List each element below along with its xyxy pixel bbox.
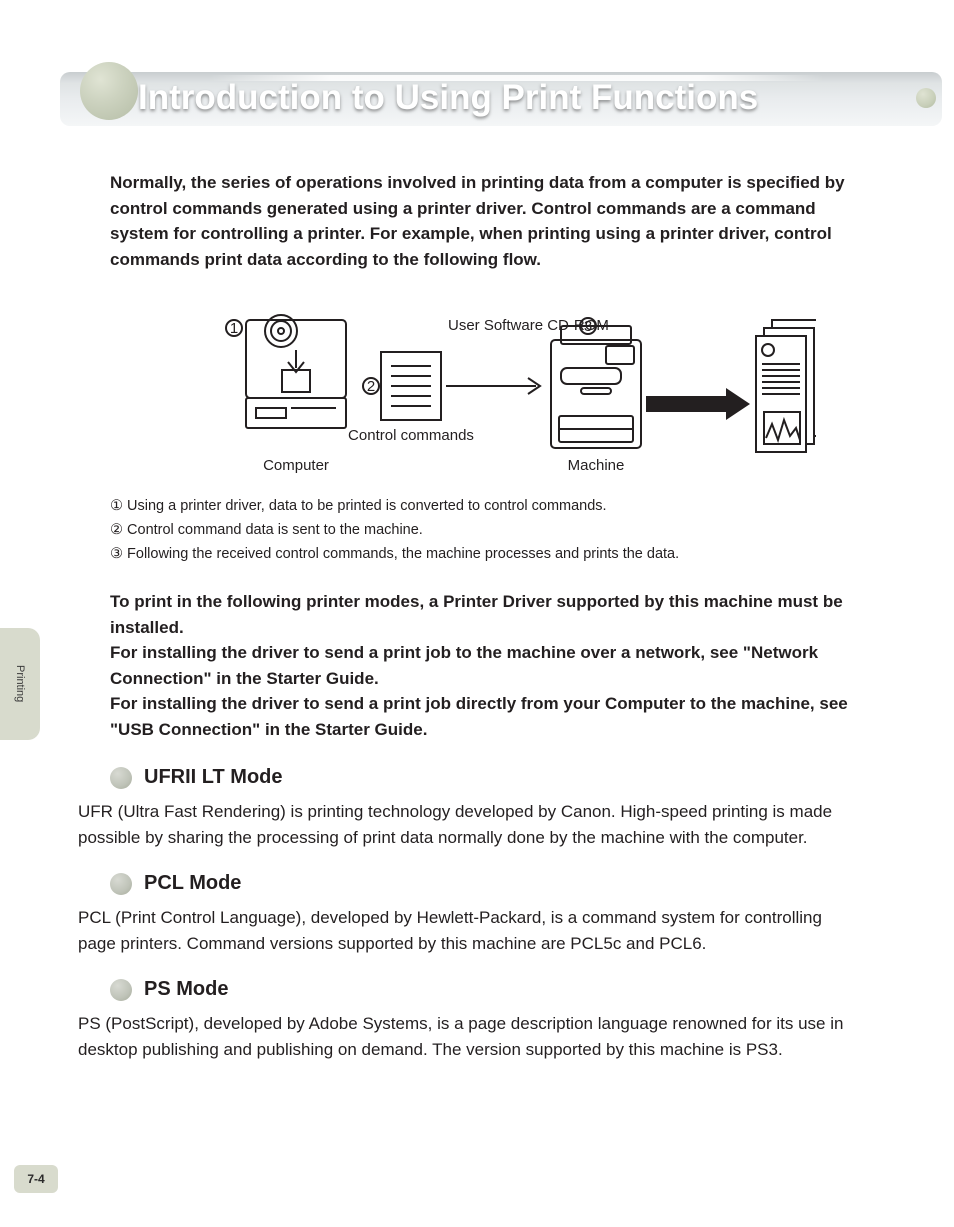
diagram-machine-label: Machine <box>568 457 625 474</box>
diagram-marker-1: 1 <box>230 320 238 337</box>
numbered-text: Control command data is sent to the mach… <box>127 522 423 538</box>
diagram-marker-2: 2 <box>367 378 375 395</box>
install-note-line: To print in the following printer modes,… <box>110 589 862 640</box>
section-heading-pcl: PCL Mode <box>110 872 894 895</box>
section-heading-ps: PS Mode <box>110 978 894 1001</box>
numbered-item: ① Using a printer driver, data to be pri… <box>110 496 862 518</box>
page-number-badge: 7-4 <box>14 1165 58 1193</box>
page-title: Introduction to Using Print Functions <box>138 78 758 118</box>
install-note-line: For installing the driver to send a prin… <box>110 691 862 742</box>
diagram-computer-label: Computer <box>263 457 329 474</box>
section-bullet-icon <box>110 979 132 1001</box>
diagram-cd-label: User Software CD-ROM <box>448 317 609 334</box>
intro-paragraph: Normally, the series of operations invol… <box>110 170 862 272</box>
page-title-bar: Introduction to Using Print Functions <box>78 60 894 132</box>
page-number: 7-4 <box>27 1172 44 1186</box>
section-bullet-icon <box>110 873 132 895</box>
section-bullet-icon <box>110 767 132 789</box>
section-body: PS (PostScript), developed by Adobe Syst… <box>78 1011 862 1062</box>
install-note-block: To print in the following printer modes,… <box>110 589 862 742</box>
diagram-print-label: Print <box>666 377 695 393</box>
diagram-control-label: Control commands <box>348 427 474 444</box>
numbered-item: ② Control command data is sent to the ma… <box>110 520 862 542</box>
section-heading-ufrii: UFRII LT Mode <box>110 766 894 789</box>
numbered-text: Using a printer driver, data to be print… <box>127 498 607 514</box>
section-body: UFR (Ultra Fast Rendering) is printing t… <box>78 799 862 850</box>
title-end-bullet-icon <box>916 88 936 108</box>
section-title: PS Mode <box>144 978 228 1001</box>
numbered-marker: ② <box>110 522 123 538</box>
print-flow-diagram: 1 2 3 User Software CD-ROM Control comma… <box>156 290 816 480</box>
install-note-line: For installing the driver to send a prin… <box>110 640 862 691</box>
numbered-marker: ① <box>110 498 123 514</box>
numbered-text: Following the received control commands,… <box>127 546 679 562</box>
numbered-list: ① Using a printer driver, data to be pri… <box>110 496 862 565</box>
section-body: PCL (Print Control Language), developed … <box>78 905 862 956</box>
section-title: UFRII LT Mode <box>144 766 283 789</box>
title-bullet-icon <box>80 62 138 120</box>
numbered-item: ③ Following the received control command… <box>110 544 862 566</box>
section-title: PCL Mode <box>144 872 241 895</box>
numbered-marker: ③ <box>110 546 123 562</box>
